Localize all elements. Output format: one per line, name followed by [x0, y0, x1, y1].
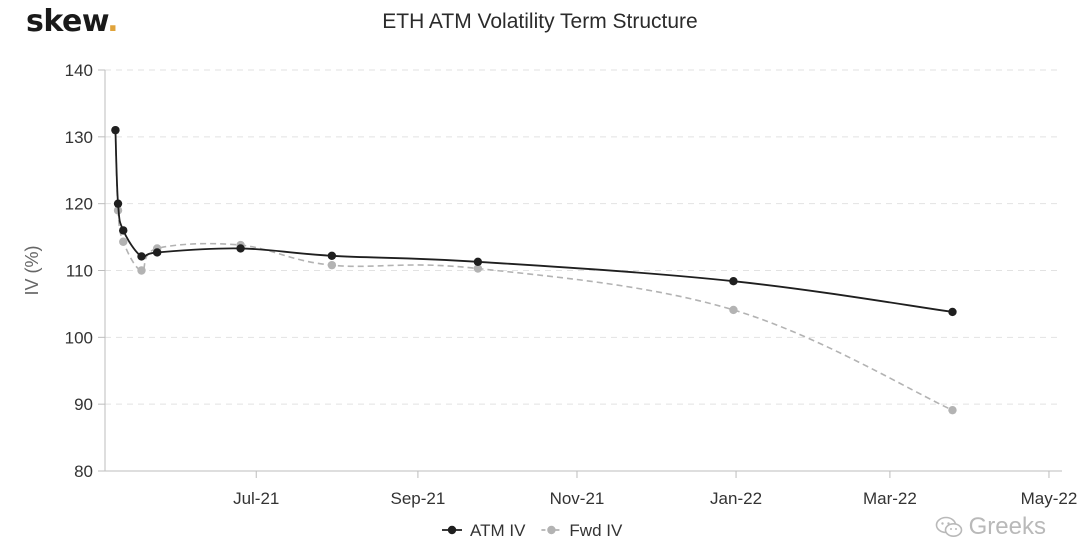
atm-iv-point — [473, 257, 483, 267]
logo-text: skew — [26, 4, 108, 39]
x-tick-label: May-22 — [1021, 489, 1078, 508]
legend[interactable]: ATM IV Fwd IV — [442, 521, 623, 540]
atm-iv-point — [119, 226, 128, 235]
fwd-iv-point — [137, 266, 146, 275]
y-tick-label: 80 — [74, 462, 93, 481]
atm-iv-line — [114, 130, 953, 313]
y-tick-label: 110 — [66, 262, 93, 281]
y-tick-label: 120 — [65, 195, 93, 214]
watermark: Greeks — [935, 513, 1046, 541]
atm-iv-point — [948, 307, 957, 317]
wechat-icon — [935, 516, 962, 537]
legend-swatch-marker — [547, 525, 556, 535]
x-tick-label: Jan-22 — [710, 489, 762, 508]
y-tick-label: 140 — [65, 61, 93, 80]
skew-logo: skew. — [26, 4, 119, 39]
legend-label: Fwd IV — [569, 521, 623, 540]
fwd-iv-point — [729, 305, 738, 315]
x-tick-label: Jul-21 — [233, 489, 279, 508]
x-tick-label: Mar-22 — [863, 489, 917, 508]
legend-swatch-marker — [447, 525, 457, 535]
atm-iv-point — [113, 199, 123, 208]
fwd-iv-point — [948, 405, 957, 415]
chart-title: ETH ATM Volatility Term Structure — [382, 10, 698, 33]
y-tick-label: 100 — [65, 328, 93, 347]
legend-item-atm-iv[interactable]: ATM IV — [442, 521, 526, 540]
y-tick-label: 130 — [65, 128, 93, 147]
atm-iv-point — [729, 276, 738, 286]
atm-iv-point — [137, 252, 146, 261]
series-layer — [111, 125, 957, 415]
watermark-text: Greeks — [968, 513, 1046, 540]
fwd-iv-point — [473, 264, 483, 273]
atm-iv-point — [152, 248, 162, 257]
x-tick-label: Sep-21 — [391, 489, 446, 508]
legend-item-fwd-iv[interactable]: Fwd IV — [541, 521, 623, 540]
grid-layer — [105, 69, 1062, 405]
atm-iv-point — [327, 251, 337, 260]
x-tick-label: Nov-21 — [550, 489, 605, 508]
atm-iv-point — [236, 244, 245, 253]
axis-layer: 80 90 100 110 120 130 140 Jul-21 Sep-21 Nov-21 Jan… — [22, 61, 1077, 508]
fwd-iv-point — [119, 237, 128, 246]
fwd-iv-point — [327, 260, 337, 270]
y-tick-label: 90 — [74, 395, 93, 414]
logo-dot: . — [107, 4, 119, 39]
y-axis-label: IV (%) — [22, 245, 42, 295]
atm-iv-point — [111, 125, 120, 135]
legend-label: ATM IV — [470, 521, 526, 540]
